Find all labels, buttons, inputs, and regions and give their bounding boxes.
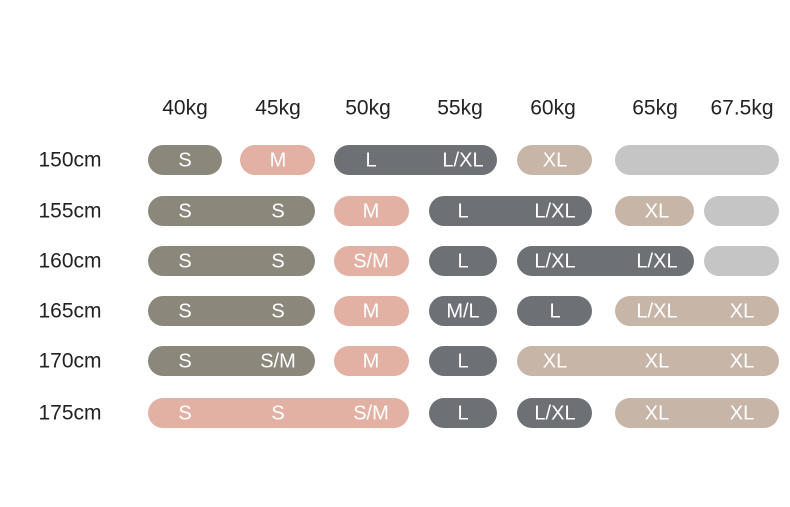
size-pill (615, 196, 694, 226)
size-pill (148, 145, 222, 175)
size-label: M (270, 149, 287, 171)
size-label: S (178, 300, 191, 322)
size-label: M (363, 200, 380, 222)
size-label: XL (543, 350, 567, 372)
size-label: S (271, 402, 284, 424)
size-pill (148, 346, 315, 376)
size-pill (429, 246, 497, 276)
column-header: 50kg (345, 97, 391, 120)
size-pill (334, 246, 409, 276)
size-label: S (178, 402, 191, 424)
size-label: S/M (260, 350, 296, 372)
size-label: L/XL (442, 149, 483, 171)
size-pill (240, 145, 315, 175)
row-header: 165cm (38, 300, 101, 323)
size-label: S/M (353, 402, 389, 424)
size-label: XL (730, 350, 754, 372)
size-pill (334, 346, 409, 376)
size-label: XL (645, 200, 669, 222)
size-label: L/XL (636, 250, 677, 272)
size-pill (429, 296, 497, 326)
size-pill (334, 196, 409, 226)
size-label: S (178, 350, 191, 372)
column-header: 67.5kg (710, 97, 773, 120)
size-pill (429, 346, 497, 376)
size-pill (517, 398, 592, 428)
size-pill (334, 145, 497, 175)
size-label: L (457, 402, 468, 424)
size-label: M (363, 300, 380, 322)
size-label: S (178, 200, 191, 222)
size-label: S (271, 300, 284, 322)
size-label: XL (730, 402, 754, 424)
column-header: 60kg (530, 97, 576, 120)
size-pill (148, 398, 409, 428)
size-pill (148, 246, 315, 276)
size-pill (517, 145, 592, 175)
size-label: L/XL (636, 300, 677, 322)
size-label: S (178, 149, 191, 171)
size-label: S (178, 250, 191, 272)
size-label: L/XL (534, 250, 575, 272)
size-label: S (271, 200, 284, 222)
size-label: S (271, 250, 284, 272)
size-pill (334, 296, 409, 326)
size-label: L (457, 250, 468, 272)
size-label: XL (645, 402, 669, 424)
size-pill (517, 346, 779, 376)
column-header: 45kg (255, 97, 301, 120)
row-header: 175cm (38, 402, 101, 425)
size-pill (704, 246, 779, 276)
size-label: L/XL (534, 200, 575, 222)
size-label: L (457, 200, 468, 222)
size-label: L (365, 149, 376, 171)
size-pill (615, 398, 779, 428)
size-label: XL (730, 300, 754, 322)
column-header: 40kg (162, 97, 208, 120)
row-header: 150cm (38, 149, 101, 172)
size-label: L (549, 300, 560, 322)
size-pill (704, 196, 779, 226)
row-header: 160cm (38, 250, 101, 273)
size-label: M (363, 350, 380, 372)
size-label: M/L (446, 300, 479, 322)
column-header: 55kg (437, 97, 483, 120)
size-pill (148, 296, 315, 326)
size-pill (517, 296, 592, 326)
size-label: L (457, 350, 468, 372)
size-pill (615, 296, 779, 326)
size-label: S/M (353, 250, 389, 272)
size-label: XL (645, 350, 669, 372)
row-header: 155cm (38, 200, 101, 223)
size-pill (429, 196, 592, 226)
size-pill (148, 196, 315, 226)
size-pill (517, 246, 694, 276)
size-pill (615, 145, 779, 175)
size-pill (429, 398, 497, 428)
size-label: XL (543, 149, 567, 171)
size-label: L/XL (534, 402, 575, 424)
row-header: 170cm (38, 350, 101, 373)
column-header: 65kg (632, 97, 678, 120)
